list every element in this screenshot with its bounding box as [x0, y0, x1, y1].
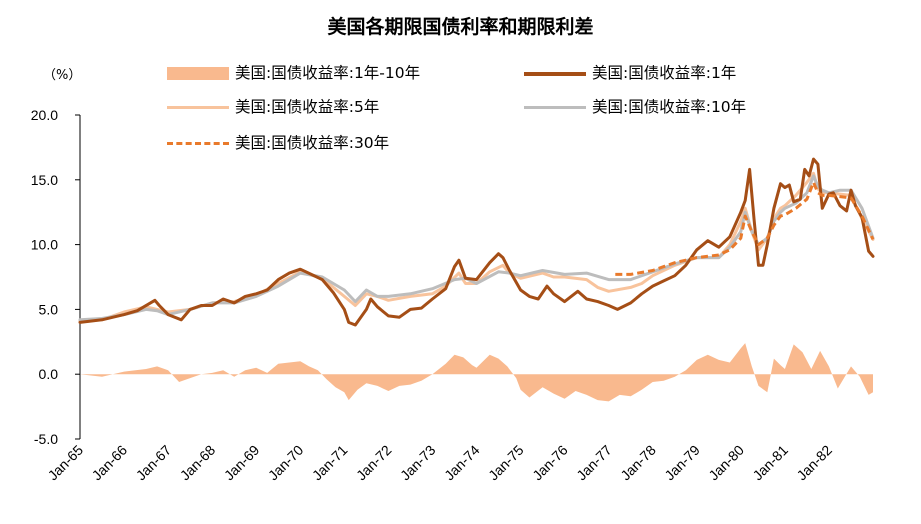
- x-tick-label: Jan-78: [617, 442, 659, 484]
- legend-swatch-5y: [167, 106, 229, 109]
- legend-item-30y: 美国:国债收益率:30年: [167, 131, 389, 153]
- legend-swatch-10y: [524, 106, 586, 109]
- x-tick-label: Jan-69: [221, 442, 263, 484]
- legend-swatch-1y: [524, 71, 586, 76]
- y-axis-unit-label: （%）: [43, 68, 82, 83]
- x-tick-label: Jan-74: [441, 442, 483, 484]
- x-tick-label: Jan-81: [749, 442, 791, 484]
- legend-item-spread: 美国:国债收益率:1年-10年: [167, 61, 420, 83]
- x-tick-label: Jan-79: [661, 442, 703, 484]
- series-spread-area: [80, 343, 873, 402]
- legend-item-5y: 美国:国债收益率:5年: [167, 95, 379, 117]
- x-tick-label: Jan-76: [529, 442, 571, 484]
- x-tick-label: Jan-73: [397, 442, 439, 484]
- legend-swatch-spread: [167, 67, 229, 80]
- x-tick-label: Jan-70: [265, 442, 307, 484]
- y-tick-label: 15.0: [31, 172, 58, 188]
- y-tick-label: 0.0: [39, 366, 59, 382]
- legend-item-10y: 美国:国债收益率:10年: [524, 95, 746, 117]
- legend-label-1y: 美国:国债收益率:1年: [592, 64, 737, 82]
- chart-title: 美国各期限国债利率和期限利差: [327, 16, 594, 38]
- series-30y-line: [615, 180, 875, 276]
- series-5y-line: [78, 171, 875, 323]
- x-tick-label: Jan-75: [485, 442, 527, 484]
- y-tick-label: 5.0: [39, 301, 59, 317]
- x-tick-label: Jan-67: [133, 442, 175, 484]
- legend-label-spread: 美国:国债收益率:1年-10年: [235, 64, 421, 82]
- x-tick-label: Jan-72: [353, 442, 395, 484]
- x-tick-label: Jan-80: [705, 442, 747, 484]
- y-tick-label: 20.0: [31, 107, 58, 123]
- series-10y-line: [78, 174, 875, 322]
- series-1y-line: [78, 157, 875, 327]
- legend-label-10y: 美国:国债收益率:10年: [592, 98, 747, 116]
- x-tick-label: Jan-77: [573, 442, 615, 484]
- y-tick-label: 10.0: [31, 237, 58, 253]
- x-tick-label: Jan-65: [45, 442, 87, 484]
- legend-swatch-30y: [167, 142, 229, 145]
- x-tick-label: Jan-71: [309, 442, 351, 484]
- legend-label-30y: 美国:国债收益率:30年: [235, 134, 390, 152]
- y-tick-label: -5.0: [34, 431, 58, 447]
- x-tick-label: Jan-66: [89, 442, 131, 484]
- legend-item-1y: 美国:国债收益率:1年: [524, 61, 736, 83]
- x-tick-label: Jan-82: [793, 442, 835, 484]
- legend-label-5y: 美国:国债收益率:5年: [235, 98, 380, 116]
- x-tick-label: Jan-68: [177, 442, 219, 484]
